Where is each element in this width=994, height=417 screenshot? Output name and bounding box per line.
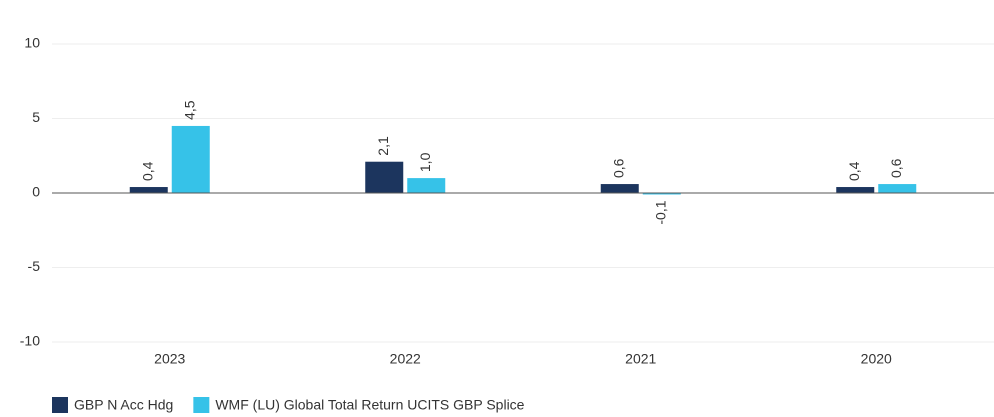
value-label: 0,6 <box>888 158 904 178</box>
y-tick-label: 10 <box>24 35 40 51</box>
bar <box>878 184 917 193</box>
x-tick-label: 2023 <box>154 351 185 367</box>
bar <box>407 178 446 193</box>
legend-label: WMF (LU) Global Total Return UCITS GBP S… <box>215 397 524 413</box>
legend-swatch <box>52 397 68 413</box>
bar <box>642 193 681 195</box>
x-tick-label: 2021 <box>625 351 656 367</box>
x-tick-label: 2020 <box>861 351 892 367</box>
legend-swatch <box>193 397 210 413</box>
bar <box>365 161 404 193</box>
value-label: 4,5 <box>181 100 197 120</box>
value-label: 2,1 <box>375 136 391 156</box>
y-tick-label: 0 <box>32 184 40 200</box>
y-tick-label: -5 <box>28 258 41 274</box>
bar <box>129 187 168 193</box>
y-tick-label: -10 <box>20 333 40 349</box>
x-tick-label: 2022 <box>390 351 421 367</box>
bar <box>171 125 210 193</box>
y-tick-label: 5 <box>32 109 40 125</box>
value-label: -0,1 <box>652 200 668 224</box>
bar <box>600 184 639 193</box>
bar <box>836 187 875 193</box>
value-label: 0,4 <box>139 161 155 181</box>
value-label: 0,6 <box>610 158 626 178</box>
legend-label: GBP N Acc Hdg <box>74 397 173 413</box>
value-label: 0,4 <box>846 161 862 181</box>
value-label: 1,0 <box>417 152 433 172</box>
